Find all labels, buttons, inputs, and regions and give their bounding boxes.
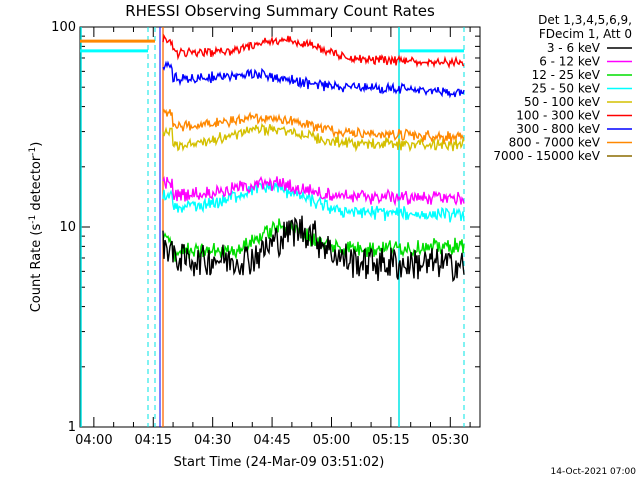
y-axis-label-close: ) (29, 142, 44, 147)
flat-segments (80, 39, 464, 53)
series-trace (162, 33, 465, 70)
y-axis-label: Count Rate (s-1 detector-1) (28, 142, 44, 313)
chart-title: RHESSI Observing Summary Count Rates (125, 2, 435, 20)
legend-entry-label: 50 - 100 keV (524, 95, 601, 109)
x-tick-label: 04:15 (135, 433, 172, 448)
y-axis-label-part2: detector (29, 155, 44, 215)
series-trace (162, 60, 465, 99)
x-axis-label: Start Time (24-Mar-09 03:51:02) (174, 455, 385, 470)
legend-entry-label: 300 - 800 keV (516, 122, 600, 136)
y-tick-label: 1 (68, 420, 76, 435)
x-tick-label: 05:00 (313, 433, 350, 448)
series-trace (162, 180, 465, 223)
y-axis-label-sup2: -1 (28, 147, 38, 156)
series-trace (162, 175, 465, 207)
footer-timestamp: 14-Oct-2021 07:00 (551, 467, 637, 477)
legend-entry-label: 25 - 50 keV (532, 82, 601, 96)
series-group (162, 33, 465, 283)
y-axis-label-part1: Count Rate (s (29, 224, 44, 313)
legend-entry-label: 6 - 12 keV (539, 55, 601, 69)
x-tick-label: 04:30 (194, 433, 231, 448)
legend-entry-label: 800 - 7000 keV (509, 136, 601, 150)
y-tick-label: 10 (59, 220, 76, 235)
legend-header-line1: Det 1,3,4,5,6,9, (538, 13, 632, 27)
y-tick-label: 100 (51, 20, 76, 35)
legend-entry-label: 12 - 25 keV (532, 68, 601, 82)
legend-entry-label: 7000 - 15000 keV (493, 149, 600, 163)
y-axis-label-sup1: -1 (28, 215, 38, 224)
series-trace (162, 122, 465, 153)
x-tick-label: 05:30 (432, 433, 469, 448)
series-trace (162, 215, 465, 283)
series-trace (162, 108, 465, 145)
series-trace (162, 218, 465, 262)
x-tick-label: 04:00 (75, 433, 112, 448)
x-tick-label: 04:45 (253, 433, 290, 448)
attenuator-markers (80, 27, 465, 427)
legend: Det 1,3,4,5,6,9, FDecim 1, Att 0 3 - 6 k… (493, 13, 632, 163)
x-axis-ticks: 04:00 04:15 04:30 04:45 05:00 05:15 05:30 (75, 27, 471, 448)
legend-entry-label: 100 - 300 keV (516, 109, 600, 123)
legend-entry-label: 3 - 6 keV (547, 41, 601, 55)
x-tick-label: 05:15 (372, 433, 409, 448)
legend-header-line2: FDecim 1, Att 0 (539, 27, 632, 41)
